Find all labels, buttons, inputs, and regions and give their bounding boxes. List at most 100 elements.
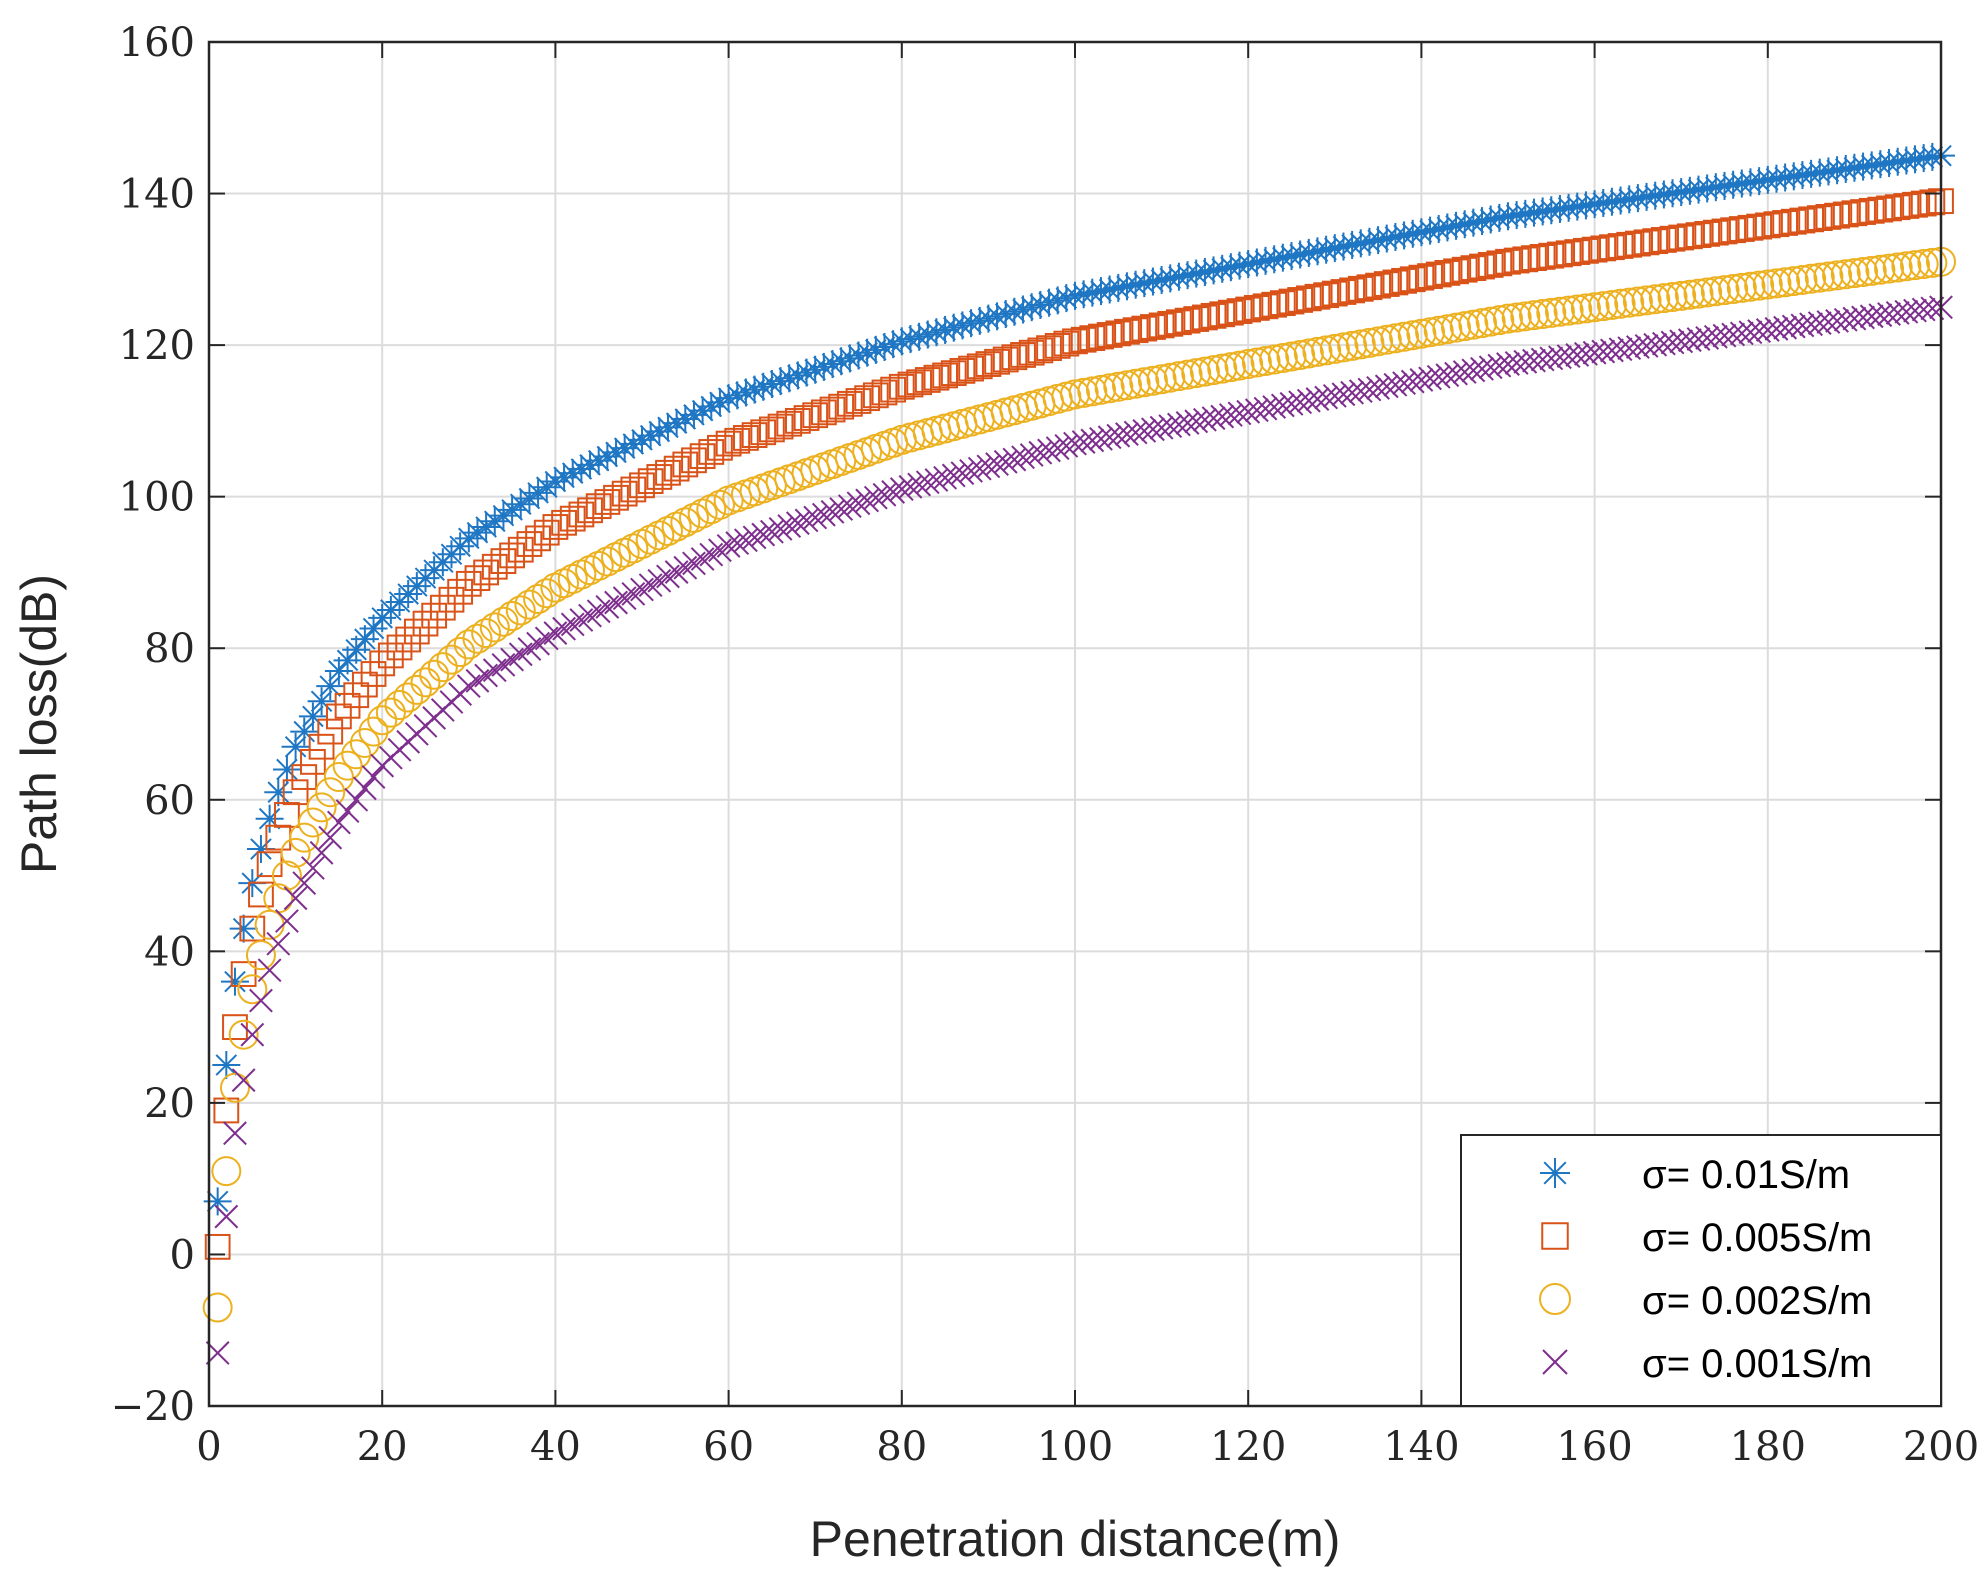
- data-point: [1616, 231, 1643, 258]
- data-point: [785, 511, 810, 536]
- data-point: [1503, 247, 1530, 274]
- data-point: [644, 520, 675, 551]
- data-point: [803, 505, 828, 530]
- data-point: [1824, 202, 1850, 229]
- data-point: [586, 599, 611, 624]
- data-point: [1122, 317, 1149, 344]
- data-point: [1417, 263, 1443, 289]
- data-point: [595, 595, 620, 619]
- x-axis-title: Penetration distance(m): [810, 1511, 1341, 1567]
- data-point: [1166, 309, 1192, 336]
- data-point: [690, 547, 715, 571]
- data-point: [1666, 280, 1697, 311]
- data-point: [472, 512, 501, 541]
- data-point: [438, 586, 465, 613]
- data-point: [1293, 338, 1324, 369]
- data-point: [298, 702, 327, 731]
- data-point: [488, 606, 519, 637]
- data-point: [377, 642, 404, 669]
- data-point: [369, 650, 396, 677]
- data-point: [601, 542, 632, 573]
- data-point: [888, 373, 915, 400]
- data-point: [1919, 189, 1946, 216]
- data-point: [395, 626, 422, 653]
- data-point: [1085, 374, 1116, 405]
- data-point: [1537, 196, 1566, 225]
- data-point: [283, 886, 308, 911]
- data-point: [1544, 296, 1575, 327]
- data-point: [1250, 346, 1281, 377]
- y-tick-label: 40: [144, 929, 195, 975]
- data-point: [1399, 266, 1426, 293]
- data-point: [673, 555, 698, 580]
- data-point: [585, 493, 612, 520]
- x-tick-label: 80: [876, 1424, 927, 1470]
- data-point: [549, 568, 580, 599]
- data-point: [1789, 207, 1816, 234]
- legend-marker: [1539, 1283, 1571, 1315]
- data-point: [1475, 306, 1506, 337]
- data-point: [1709, 275, 1740, 306]
- data-point: [1467, 308, 1498, 339]
- data-point: [1028, 440, 1053, 465]
- data-point: [1642, 228, 1669, 255]
- data-point: [776, 410, 803, 437]
- data-point: [1053, 330, 1080, 357]
- data-point: [257, 958, 282, 983]
- data-point: [1261, 291, 1288, 318]
- data-point: [1181, 358, 1212, 389]
- legend-marker: [1541, 1222, 1569, 1250]
- data-point: [1908, 249, 1939, 280]
- data-point: [724, 427, 751, 454]
- data-point: [1330, 279, 1357, 305]
- data-point: [1719, 170, 1748, 199]
- data-point: [1242, 248, 1271, 277]
- data-point: [1441, 312, 1472, 343]
- data-point: [741, 422, 768, 448]
- data-point: [1798, 206, 1824, 233]
- data-point: [1157, 310, 1184, 337]
- data-point: [915, 470, 940, 495]
- series-4: [205, 295, 1953, 1365]
- data-point: [1754, 212, 1781, 239]
- data-point: [1752, 269, 1783, 300]
- data-point: [427, 652, 458, 683]
- data-point: [578, 603, 602, 628]
- data-point: [985, 452, 1009, 476]
- data-point: [401, 674, 432, 705]
- data-point: [740, 375, 769, 404]
- data-point: [897, 371, 924, 398]
- data-point: [734, 528, 758, 553]
- data-point: [248, 881, 274, 908]
- data-point: [1527, 299, 1558, 330]
- data-point: [1772, 210, 1799, 236]
- data-point: [1702, 219, 1729, 246]
- data-point: [604, 590, 628, 615]
- x-tick-label: 0: [196, 1424, 221, 1470]
- data-point: [239, 915, 266, 942]
- data-point: [1371, 324, 1402, 355]
- x-tick-label: 140: [1383, 1424, 1459, 1470]
- data-point: [1763, 211, 1790, 238]
- data-point: [1599, 234, 1625, 261]
- data-point: [871, 379, 898, 406]
- data-point: [249, 988, 273, 1013]
- data-point: [1476, 205, 1505, 234]
- data-point: [568, 501, 595, 528]
- data-point: [924, 468, 949, 492]
- data-point: [1200, 302, 1227, 329]
- data-point: [1564, 239, 1591, 265]
- data-point: [229, 914, 258, 943]
- data-point: [240, 1022, 265, 1047]
- data-point: [559, 505, 586, 532]
- data-point: [1287, 287, 1314, 313]
- data-point: [1172, 359, 1203, 390]
- data-point: [621, 581, 646, 606]
- data-point: [1425, 261, 1452, 288]
- data-point: [1337, 330, 1368, 361]
- data-point: [784, 407, 811, 434]
- data-point: [1469, 253, 1495, 280]
- data-point: [1720, 217, 1747, 244]
- data-point: [1676, 223, 1703, 250]
- data-point: [237, 974, 268, 1005]
